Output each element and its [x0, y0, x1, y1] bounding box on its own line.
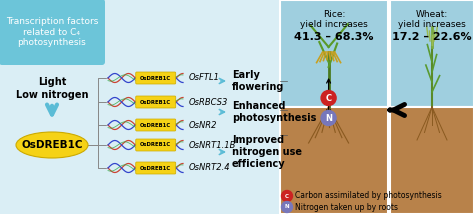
FancyBboxPatch shape: [0, 0, 105, 65]
Text: OsDREB1C: OsDREB1C: [21, 140, 83, 150]
Text: OsDREB1C: OsDREB1C: [140, 165, 171, 171]
Text: Rice:: Rice:: [323, 10, 345, 19]
Text: OsDREB1C: OsDREB1C: [140, 100, 171, 104]
Bar: [280, 0, 388, 107]
Circle shape: [282, 190, 292, 202]
Text: yield increases: yield increases: [398, 20, 466, 29]
Circle shape: [321, 110, 336, 125]
Ellipse shape: [16, 132, 88, 158]
FancyBboxPatch shape: [136, 72, 176, 84]
Text: Low nitrogen: Low nitrogen: [16, 90, 88, 100]
FancyBboxPatch shape: [136, 119, 176, 131]
Text: OsFTL1: OsFTL1: [189, 73, 220, 83]
Text: OsNRT1.1B: OsNRT1.1B: [189, 141, 237, 150]
Text: OsDREB1C: OsDREB1C: [140, 76, 171, 80]
Text: C: C: [285, 193, 289, 199]
Text: yield increases: yield increases: [300, 20, 368, 29]
Bar: [280, 107, 388, 214]
Text: OsDREB1C: OsDREB1C: [140, 122, 171, 128]
FancyBboxPatch shape: [136, 139, 176, 151]
Text: 41.3 – 68.3%: 41.3 – 68.3%: [294, 32, 374, 42]
Text: Improved
nitrogen use
efficiency: Improved nitrogen use efficiency: [232, 135, 302, 169]
Text: N: N: [285, 205, 289, 210]
Text: OsNRT2.4: OsNRT2.4: [189, 163, 231, 172]
Text: Enhanced
photosynthesis: Enhanced photosynthesis: [232, 101, 316, 123]
Bar: [390, 107, 474, 214]
Text: Early
flowering: Early flowering: [232, 70, 284, 92]
FancyBboxPatch shape: [136, 96, 176, 108]
Bar: [390, 0, 474, 107]
Text: OsDREB1C: OsDREB1C: [140, 143, 171, 147]
Text: C: C: [326, 94, 332, 103]
FancyBboxPatch shape: [136, 162, 176, 174]
Circle shape: [282, 202, 292, 213]
Text: Light: Light: [38, 77, 66, 87]
Circle shape: [321, 91, 336, 106]
Text: Transcription factors
related to C₄
photosynthesis: Transcription factors related to C₄ phot…: [6, 17, 98, 47]
Text: 17.2 – 22.6%: 17.2 – 22.6%: [392, 32, 472, 42]
Text: OsNR2: OsNR2: [189, 120, 218, 129]
Text: Wheat:: Wheat:: [416, 10, 448, 19]
Text: Carbon assimilated by photosynthesis: Carbon assimilated by photosynthesis: [295, 192, 442, 201]
Text: N: N: [325, 113, 332, 122]
Text: Nitrogen taken up by roots: Nitrogen taken up by roots: [295, 202, 398, 211]
Text: OsRBCS3: OsRBCS3: [189, 98, 228, 107]
